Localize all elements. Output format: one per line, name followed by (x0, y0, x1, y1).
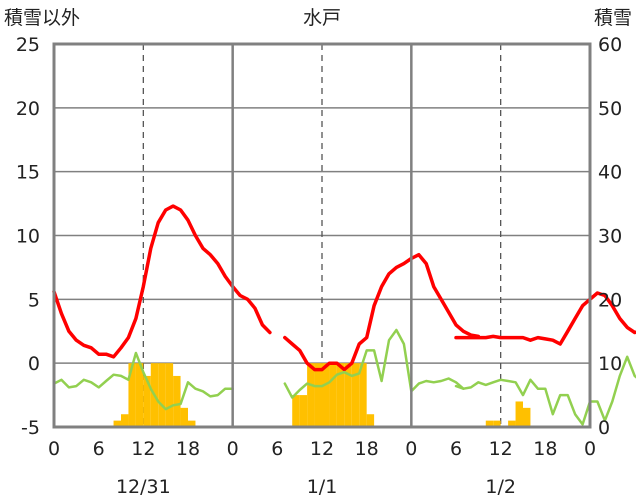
plot-frame (52, 42, 592, 429)
bars-layer (113, 363, 531, 427)
x-tick-label: 12 (131, 438, 155, 460)
snow-bar (128, 363, 136, 427)
y-right-tick-label: 20 (598, 289, 622, 311)
snow-bar (113, 420, 121, 427)
y-right-tick-label: 50 (598, 98, 622, 120)
day-label: 1/1 (307, 476, 338, 498)
snow-bar (188, 420, 196, 427)
y-right-tick-label: 40 (598, 162, 622, 184)
y-right-tick-label: 30 (598, 226, 622, 248)
y-left-tick-label: 0 (28, 353, 40, 375)
x-tick-label: 18 (533, 438, 557, 460)
snow-bar (508, 420, 516, 427)
x-tick-label: 0 (405, 438, 417, 460)
x-tick-label: 12 (489, 438, 513, 460)
chart-title: 水戸 (303, 7, 341, 29)
y-left-tick-label: 25 (16, 34, 40, 56)
y-left-tick-label: 15 (16, 162, 40, 184)
series-line (283, 328, 465, 399)
x-tick-label: 6 (93, 438, 105, 460)
x-tick-label: 0 (227, 438, 239, 460)
y-left-tick-label: 10 (16, 226, 40, 248)
snow-bar (180, 407, 188, 427)
right-axis-label: 積雪 (594, 7, 632, 29)
y-left-tick-label: 20 (16, 98, 40, 120)
snow-bar (143, 375, 151, 427)
snow-bar (351, 363, 360, 427)
day-label: 12/31 (116, 476, 171, 498)
x-tick-label: 0 (48, 438, 60, 460)
x-tick-label: 18 (355, 438, 379, 460)
y-right-tick-label: 10 (598, 353, 622, 375)
x-tick-label: 0 (584, 438, 596, 460)
snow-bar (173, 375, 181, 427)
snow-bar (299, 395, 308, 427)
series-line (283, 252, 481, 372)
snow-bar (366, 414, 375, 427)
snow-bar (344, 363, 352, 427)
left-axis-label: 積雪以外 (4, 7, 80, 29)
snow-bar (359, 363, 367, 427)
snow-bar (292, 395, 300, 427)
frame-layer (52, 42, 592, 429)
x-tick-label: 18 (176, 438, 200, 460)
snow-bar (165, 363, 174, 427)
y-left-tick-label: 5 (28, 289, 40, 311)
series-line (454, 291, 636, 346)
snow-bar (329, 363, 337, 427)
snow-bar (135, 363, 144, 427)
x-tick-label: 12 (310, 438, 334, 460)
snow-bar (336, 363, 345, 427)
snow-bar (314, 363, 322, 427)
series-line (52, 204, 272, 359)
day-label: 1/2 (485, 476, 516, 498)
y-right-tick-label: 0 (598, 417, 610, 439)
x-tick-label: 6 (450, 438, 462, 460)
snow-bar (523, 407, 531, 427)
snow-bar (485, 420, 494, 427)
y-left-tick-label: -5 (21, 417, 40, 439)
y-right-tick-label: 60 (598, 34, 622, 56)
snow-bar (322, 363, 330, 427)
snow-bar (307, 363, 315, 427)
x-tick-label: 6 (271, 438, 283, 460)
snow-bar (515, 401, 523, 427)
snow-bar (121, 414, 129, 427)
snow-bar (493, 420, 501, 427)
snow-bar (158, 363, 166, 427)
series-line (454, 355, 636, 426)
series-line (52, 351, 234, 411)
